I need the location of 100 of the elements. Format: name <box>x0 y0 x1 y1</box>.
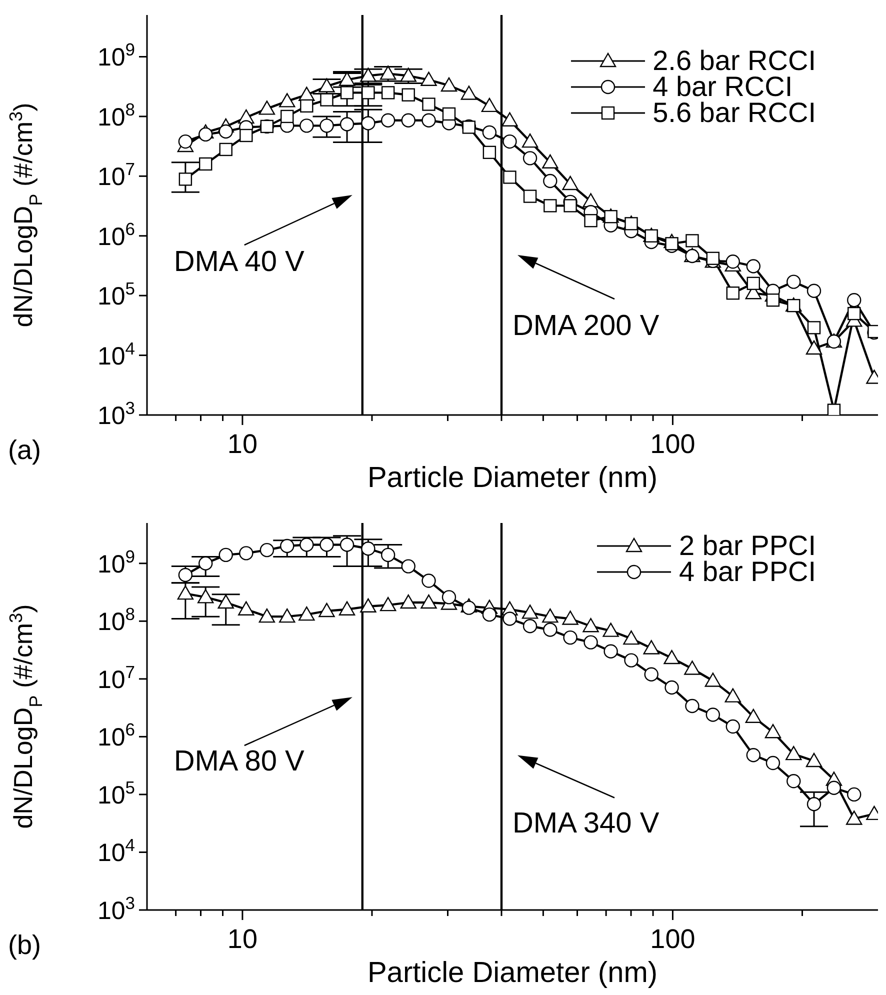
point <box>482 607 497 622</box>
point <box>563 630 578 645</box>
point <box>198 589 214 604</box>
point <box>198 556 213 570</box>
x-axis-title: Particle Diameter (nm) <box>367 957 658 989</box>
point <box>178 134 193 149</box>
point <box>848 306 861 320</box>
point <box>320 93 334 106</box>
y-tick-label: 10$^{3}$ <box>97 398 135 430</box>
y-tick-label: 10$^{5}$ <box>97 777 135 810</box>
x-tick-label: 10 <box>227 924 258 954</box>
point <box>260 542 274 558</box>
text: (b) <box>8 930 41 961</box>
point <box>602 622 619 637</box>
point <box>260 120 274 134</box>
point <box>381 86 395 100</box>
point <box>706 708 720 722</box>
point <box>502 112 518 126</box>
y-tick-label: 10$^{8}$ <box>97 604 135 636</box>
point <box>177 585 194 600</box>
point <box>462 600 476 615</box>
point <box>320 118 334 133</box>
point <box>502 612 517 626</box>
y-tick-label: 10$^{9}$ <box>97 40 135 72</box>
point <box>380 66 396 80</box>
point <box>543 622 558 637</box>
y-tick-label: 10$^{4}$ <box>97 835 136 868</box>
y-tick-label: 10$^{4}$ <box>97 338 136 370</box>
point <box>300 538 314 552</box>
point <box>685 698 700 714</box>
point <box>644 667 658 682</box>
y-tick-label: 10$^{6}$ <box>97 218 135 251</box>
point <box>544 199 557 212</box>
point <box>400 594 416 609</box>
point <box>562 610 578 625</box>
ref-line-label: DMA 200 V <box>512 310 660 342</box>
y-tick-label: 10$^{7}$ <box>97 159 135 192</box>
point <box>706 252 720 265</box>
point <box>604 644 618 658</box>
point <box>684 660 700 675</box>
point <box>300 118 314 133</box>
point <box>847 293 862 308</box>
point <box>664 680 679 695</box>
point <box>340 538 354 552</box>
point <box>380 113 396 128</box>
point <box>503 170 516 184</box>
point <box>482 125 497 140</box>
point <box>320 538 334 552</box>
point <box>219 142 232 156</box>
point <box>178 172 192 186</box>
y-tick-label: 10$^{8}$ <box>97 99 135 132</box>
point <box>806 284 822 298</box>
point <box>462 120 476 134</box>
point <box>238 601 254 616</box>
point <box>522 619 538 634</box>
point <box>240 128 253 142</box>
point <box>279 93 296 108</box>
x-tick-label: 100 <box>650 924 696 954</box>
point <box>786 274 801 289</box>
point <box>522 133 538 148</box>
text: (a) <box>8 435 41 466</box>
point <box>827 404 841 415</box>
point <box>199 157 212 171</box>
point <box>218 594 234 609</box>
point <box>766 756 780 770</box>
point <box>422 574 436 588</box>
point <box>258 608 276 623</box>
y-tick-label: 10$^{7}$ <box>97 662 135 694</box>
point <box>481 98 498 112</box>
point <box>643 640 660 654</box>
point <box>562 176 578 190</box>
point <box>442 590 456 604</box>
y-tick-label: 10$^{3}$ <box>97 893 135 925</box>
point <box>239 546 254 560</box>
point <box>300 99 314 113</box>
point <box>198 127 213 142</box>
point <box>746 276 760 290</box>
ref-line-label: DMA 40 V <box>174 246 306 278</box>
point <box>361 116 376 130</box>
point <box>218 548 233 562</box>
point <box>704 672 722 687</box>
point <box>584 635 598 650</box>
point <box>522 604 538 619</box>
point <box>686 234 699 248</box>
point <box>584 214 598 228</box>
point <box>724 688 741 702</box>
point <box>502 134 517 149</box>
y-tick-label: 10$^{5}$ <box>97 278 135 311</box>
point <box>806 752 822 768</box>
point <box>543 174 558 188</box>
point <box>726 719 740 734</box>
point <box>400 68 416 82</box>
point <box>340 117 354 132</box>
point <box>422 98 436 111</box>
point <box>826 780 842 795</box>
point <box>380 548 396 562</box>
x-tick-label: 10 <box>227 429 258 459</box>
y-tick-label: 10$^{9}$ <box>97 546 135 578</box>
point <box>806 340 822 355</box>
ref-line-label: DMA 340 V <box>512 808 660 840</box>
